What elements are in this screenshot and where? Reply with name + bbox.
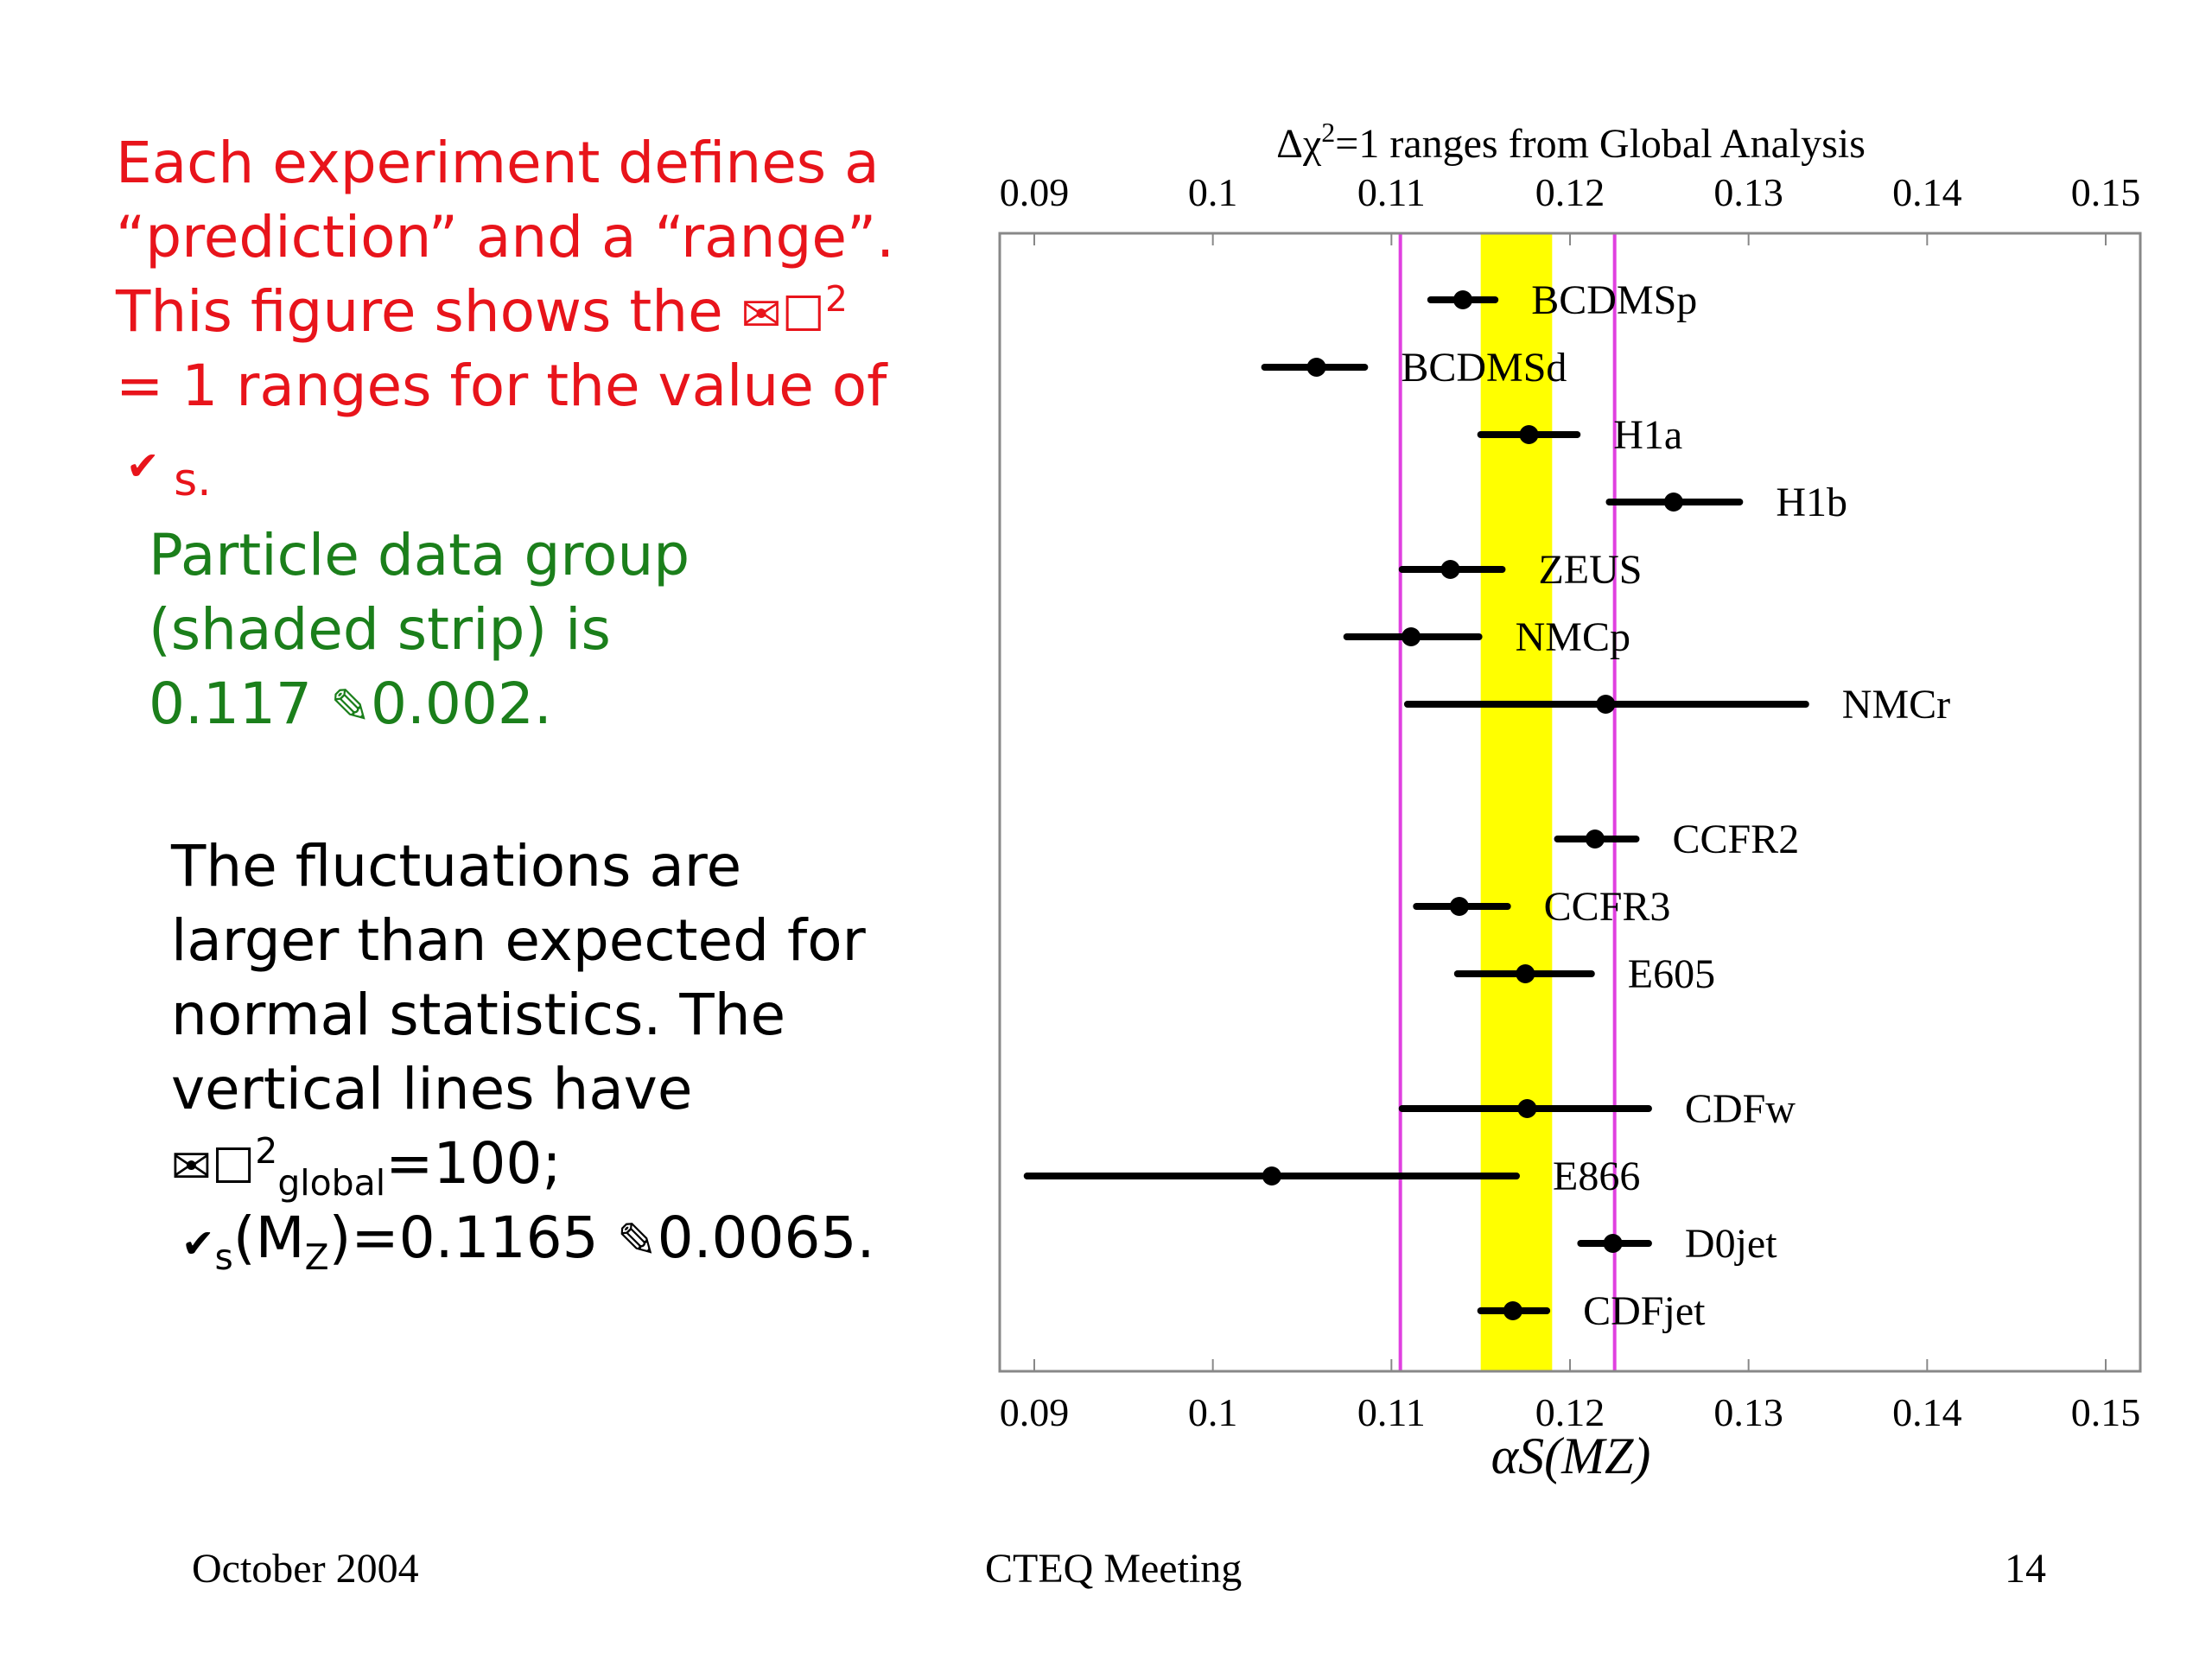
experiment-label-ccfr2: CCFR2 xyxy=(1672,817,1799,862)
bottom-tick-label-5: 0.14 xyxy=(1892,1390,1962,1434)
bottom-tick-label-3: 0.12 xyxy=(1535,1390,1605,1434)
experiment-label-e605: E605 xyxy=(1628,951,1715,997)
experiment-label-cdfjet: CDFjet xyxy=(1583,1288,1706,1334)
top-tick-label-2: 0.11 xyxy=(1357,170,1426,214)
experiment-label-bcdmsd: BCDMSd xyxy=(1401,345,1567,391)
black-line-2: larger than expected for xyxy=(171,907,866,974)
vertical-lines-layer xyxy=(1398,233,1617,1371)
data-point-h1a xyxy=(1519,425,1539,444)
bottom-tick-label-6: 0.15 xyxy=(2071,1390,2141,1434)
red-line-3-text: This figure shows the xyxy=(116,278,741,345)
chi-global-value: =100; xyxy=(385,1130,562,1197)
experiment-label-h1a: H1a xyxy=(1613,412,1682,458)
chart-title-suffix: =1 ranges from Global Analysis xyxy=(1335,121,1866,167)
bottom-tick-label-0: 0.09 xyxy=(1000,1390,1070,1434)
green-line-2: (shaded strip) is xyxy=(149,596,611,663)
red-line-5-text: s. xyxy=(159,454,212,506)
footer-meeting: CTEQ Meeting xyxy=(985,1546,1243,1592)
experiment-label-zeus: ZEUS xyxy=(1538,547,1642,593)
red-line-4: = 1 ranges for the value of xyxy=(116,353,887,419)
z-subscript: Z xyxy=(304,1236,329,1279)
pdg-band-layer xyxy=(1480,233,1553,1371)
data-point-d0jet xyxy=(1603,1234,1623,1253)
tick-marks-layer: 0.09 0.09 0.1 0.1 0.11 0.11 0.12 0.12 0.13 0.13 0.… xyxy=(1000,170,2141,1434)
data-point-bcdmsd xyxy=(1306,358,1326,377)
plus-minus-glyph-2: ✎ xyxy=(616,1213,658,1269)
data-layer: BCDMSp BCDMSd H1a H1b ZEUS NMCp NMCr CCFR2CCFR3… xyxy=(1023,277,1950,1334)
data-point-e605 xyxy=(1516,964,1535,983)
experiment-label-nmcr: NMCr xyxy=(1842,682,1950,728)
chi-exponent: 2 xyxy=(824,278,848,320)
data-point-ccfr3 xyxy=(1449,897,1469,916)
chi-exponent-2: 2 xyxy=(255,1130,278,1172)
alpha-mz-uncertainty: 0.0065. xyxy=(657,1205,875,1271)
top-tick-label-1: 0.1 xyxy=(1188,170,1238,214)
green-line-3: 0.117 ✎0.002. xyxy=(149,667,552,745)
top-tick-label-5: 0.14 xyxy=(1892,170,1962,214)
top-tick-label-6: 0.15 xyxy=(2071,170,2141,214)
pdg-shaded-band xyxy=(1480,233,1553,1371)
black-line-5: ✉☐2global=100; xyxy=(171,1127,562,1205)
data-point-e866 xyxy=(1262,1166,1281,1185)
plus-minus-glyph: ✎ xyxy=(329,679,371,735)
red-line-2: “prediction” and a “range”. xyxy=(116,204,895,270)
black-line-6: ✔s(MZ)=0.1165 ✎0.0065. xyxy=(181,1201,875,1281)
red-line-1: Each experiment defines a xyxy=(116,130,880,196)
black-line-1: The fluctuations are xyxy=(171,833,742,899)
footer-page-number: 14 xyxy=(2005,1546,2046,1592)
experiment-label-h1b: H1b xyxy=(1776,480,1847,525)
bottom-tick-label-1: 0.1 xyxy=(1188,1390,1238,1434)
delta-chi-glyph: ✉☐ xyxy=(741,287,825,343)
experiment-label-nmcp: NMCp xyxy=(1516,614,1630,660)
experiment-label-ccfr3: CCFR3 xyxy=(1544,884,1671,930)
red-line-5: ✔ s. xyxy=(126,423,212,518)
alpha-mz-value: )=0.1165 xyxy=(328,1205,617,1271)
green-uncertainty: 0.002. xyxy=(370,671,552,737)
bottom-tick-label-2: 0.11 xyxy=(1357,1390,1426,1434)
x-axis-label: αS(MZ) xyxy=(1491,1427,1651,1484)
alpha-glyph-2: ✔ xyxy=(181,1220,215,1267)
green-value: 0.117 xyxy=(149,671,330,737)
chart-title-exp: 2 xyxy=(1321,117,1335,148)
data-point-cdfjet xyxy=(1503,1301,1522,1320)
footer-date: October 2004 xyxy=(192,1546,419,1592)
green-line-1: Particle data group xyxy=(149,522,690,588)
data-point-nmcr xyxy=(1596,695,1616,714)
alpha-glyph: ✔ xyxy=(126,442,160,489)
alpha-mz-open: (M xyxy=(232,1205,305,1271)
s-subscript: s xyxy=(214,1236,233,1279)
top-tick-label-0: 0.09 xyxy=(1000,170,1070,214)
data-point-h1b xyxy=(1663,493,1683,512)
data-point-cdfw xyxy=(1517,1099,1537,1118)
global-subscript: global xyxy=(277,1162,386,1205)
experiment-label-d0jet: D0jet xyxy=(1685,1221,1777,1267)
bottom-tick-label-4: 0.13 xyxy=(1713,1390,1783,1434)
data-point-zeus xyxy=(1440,560,1460,579)
data-point-bcdmsp xyxy=(1453,290,1472,309)
plot-frame xyxy=(998,232,2142,1373)
chart-title: Δχ2=1 ranges from Global Analysis xyxy=(1276,117,1866,167)
experiment-label-bcdmsp: BCDMSp xyxy=(1531,277,1697,323)
chart-title-prefix: Δχ xyxy=(1276,121,1322,167)
top-tick-label-4: 0.13 xyxy=(1713,170,1783,214)
delta-chi-glyph-2: ✉☐ xyxy=(171,1139,256,1195)
top-tick-label-3: 0.12 xyxy=(1535,170,1605,214)
black-line-3: normal statistics. The xyxy=(171,982,786,1048)
data-point-nmcp xyxy=(1402,627,1421,646)
black-line-4: vertical lines have xyxy=(171,1056,693,1122)
red-line-3: This figure shows the ✉☐2 xyxy=(116,275,848,353)
experiment-label-cdfw: CDFw xyxy=(1685,1086,1796,1132)
experiment-label-e866: E866 xyxy=(1553,1154,1640,1199)
data-point-ccfr2 xyxy=(1585,830,1605,849)
